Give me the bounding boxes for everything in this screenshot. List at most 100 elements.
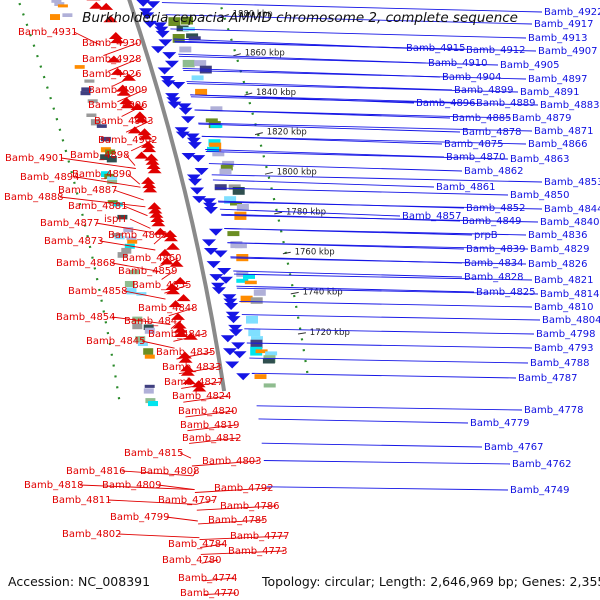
feature-block-inner bbox=[143, 324, 154, 330]
right-label-leader bbox=[205, 149, 445, 158]
gene-label: Bamb_4861 bbox=[436, 182, 496, 193]
left-label-leader bbox=[153, 234, 165, 245]
reverse-gene-arrow bbox=[228, 324, 243, 332]
forward-gene-arrow bbox=[89, 1, 104, 9]
left-label-leader bbox=[198, 519, 265, 525]
gene-label: Bamb_4785 bbox=[208, 515, 268, 526]
reverse-gene-arrow bbox=[203, 202, 217, 210]
forward-gene-arrow bbox=[173, 325, 188, 333]
reverse-gene-arrow bbox=[225, 361, 240, 369]
scale-tick-mark bbox=[290, 291, 299, 295]
gene-label: Bamb_4858 bbox=[68, 286, 128, 297]
gene-label: Bamb_4818 bbox=[24, 480, 84, 491]
gene-label: Bamb_4890 bbox=[72, 169, 132, 180]
left-label-leader bbox=[99, 240, 156, 251]
gene-label: Bamb_4870 bbox=[446, 152, 506, 163]
left-label-leader bbox=[112, 73, 139, 87]
reverse-gene-arrow bbox=[171, 82, 186, 89]
right-label-leader bbox=[246, 342, 533, 349]
forward-gene-arrow bbox=[192, 384, 207, 392]
left-label-leader bbox=[158, 257, 179, 268]
feature-block-outer bbox=[255, 349, 268, 354]
feature-block-outer bbox=[236, 278, 249, 283]
forward-gene-arrow bbox=[153, 227, 168, 235]
left-label-leader bbox=[201, 559, 219, 564]
feature-block-inner bbox=[62, 13, 73, 17]
feature-block-outer bbox=[234, 243, 247, 249]
feature-block-outer bbox=[246, 315, 258, 324]
reverse-gene-arrow bbox=[209, 274, 224, 282]
gene-label: Bamb_4848 bbox=[138, 303, 198, 314]
feature-block-outer bbox=[195, 88, 208, 96]
feature-block-inner bbox=[143, 388, 154, 394]
scale-tick-mark bbox=[297, 332, 306, 335]
right-label-leader bbox=[221, 214, 539, 223]
left-label-leader bbox=[111, 262, 160, 273]
left-label-leader bbox=[170, 320, 181, 329]
forward-gene-arrow bbox=[163, 230, 178, 237]
forward-gene-arrow bbox=[191, 380, 206, 388]
gene-label: Bamb_4868 bbox=[56, 258, 116, 269]
reverse-gene-arrow bbox=[223, 298, 238, 306]
feature-block-inner bbox=[126, 236, 137, 241]
scale-tick-mark bbox=[254, 132, 263, 136]
feature-block-inner bbox=[117, 252, 128, 258]
left-label-leader bbox=[130, 139, 155, 152]
right-label-leader bbox=[174, 41, 537, 52]
reverse-gene-arrow bbox=[158, 39, 173, 47]
feature-block-outer bbox=[172, 34, 185, 43]
gene-labels: Bamb_4931 Bamb_4930 Bamb_4928 Bamb_4926 Bamb… bbox=[4, 2, 600, 599]
feature-block-outer bbox=[254, 374, 267, 379]
gene-label: Bamb_4767 bbox=[484, 442, 544, 453]
gene-label: Bamb_4820 bbox=[178, 406, 238, 417]
gene-label: Bamb_4928 bbox=[82, 54, 142, 65]
forward-gene-arrow bbox=[144, 153, 159, 161]
reverse-gene-arrow bbox=[151, 46, 166, 54]
reverse-gene-arrow bbox=[201, 198, 216, 206]
forward-gene-arrow bbox=[165, 242, 180, 250]
gene-label: Bamb_4875 bbox=[444, 139, 504, 150]
left-label-leader bbox=[192, 470, 197, 477]
feature-tracks bbox=[17, 0, 310, 407]
feature-block-outer bbox=[168, 17, 181, 26]
feature-block-outer bbox=[243, 273, 255, 279]
left-label-leader bbox=[107, 499, 197, 505]
reverse-gene-arrow bbox=[178, 107, 193, 115]
feature-block-outer bbox=[186, 33, 199, 39]
right-label-leader bbox=[256, 405, 523, 411]
gene-label: Bamb_4833 bbox=[162, 362, 222, 373]
right-label-leader bbox=[233, 273, 533, 281]
gene-label: Bamb_4829 bbox=[530, 244, 590, 255]
left-label-leader bbox=[117, 533, 200, 539]
gene-label: Bamb_4814 bbox=[540, 289, 600, 300]
gene-label: Bamb_4773 bbox=[228, 546, 288, 557]
gene-label: Bamb_4792 bbox=[214, 483, 274, 494]
reverse-gene-arrow bbox=[223, 348, 237, 356]
forward-gene-arrow bbox=[169, 259, 184, 267]
gene-label: Bamb_4878 bbox=[462, 127, 522, 138]
right-label-leader bbox=[205, 151, 509, 160]
feature-block-inner bbox=[144, 354, 155, 359]
forward-gene-arrow bbox=[149, 210, 164, 218]
gene-label: Bamb_4778 bbox=[524, 405, 584, 416]
right-label-leader bbox=[178, 55, 499, 66]
gene-label: Bamb_4869 bbox=[108, 230, 168, 241]
reverse-gene-arrow bbox=[140, 12, 155, 20]
scale-tick-mark bbox=[264, 171, 273, 175]
reverse-gene-arrow bbox=[162, 52, 177, 60]
forward-gene-arrow bbox=[120, 101, 135, 109]
accession-text: Accession: NC_008391 bbox=[8, 574, 150, 589]
left-label-leader bbox=[178, 366, 219, 375]
feature-block-inner bbox=[107, 200, 118, 204]
gene-label: Bamb_4898 bbox=[70, 150, 130, 161]
forward-gene-arrow bbox=[145, 157, 160, 165]
left-label-leader bbox=[103, 42, 139, 57]
feature-block-inner bbox=[87, 99, 98, 103]
gene-label: Bamb_4854 bbox=[56, 312, 116, 323]
feature-block-outer bbox=[230, 202, 242, 206]
right-label-leader bbox=[236, 285, 475, 293]
reverse-gene-arrow bbox=[186, 174, 201, 182]
right-label-leader bbox=[198, 123, 461, 133]
right-label-leader bbox=[212, 179, 435, 188]
